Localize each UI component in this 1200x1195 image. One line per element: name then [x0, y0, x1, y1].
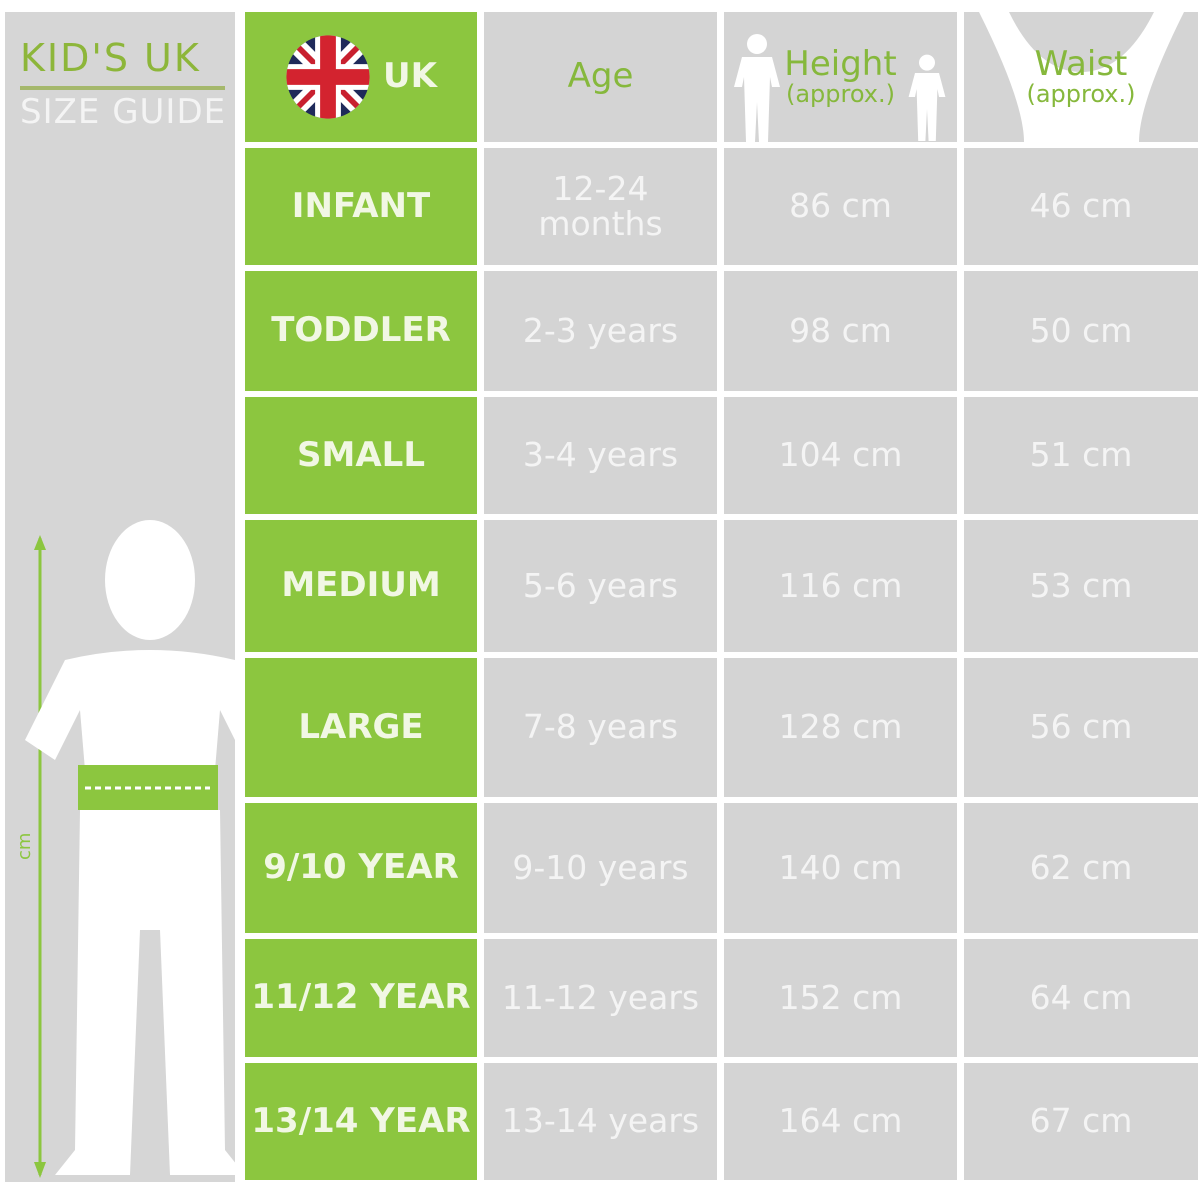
child-silhouette-icon: cm	[14, 520, 275, 1178]
row-age-cell: 9-10 years	[484, 803, 717, 933]
row-waist-cell: 51 cm	[964, 397, 1198, 514]
guide-subtitle: SIZE GUIDE	[20, 92, 227, 132]
uk-flag-icon	[286, 35, 370, 119]
header-height: Height (approx.)	[724, 12, 957, 142]
row-size-cell: MEDIUM	[245, 520, 477, 652]
row-waist-cell: 67 cm	[964, 1063, 1198, 1180]
header-height-sub: (approx.)	[785, 80, 896, 109]
header-uk-label: UK	[383, 56, 437, 97]
row-age-cell: 5-6 years	[484, 520, 717, 652]
row-height-cell: 86 cm	[724, 148, 957, 265]
title-divider	[20, 86, 225, 90]
row-waist-cell: 46 cm	[964, 148, 1198, 265]
row-age-cell: 2-3 years	[484, 271, 717, 391]
row-height-cell: 104 cm	[724, 397, 957, 514]
row-height-cell: 128 cm	[724, 658, 957, 797]
row-waist-cell: 62 cm	[964, 803, 1198, 933]
row-age-cell: 7-8 years	[484, 658, 717, 797]
header-age-label: Age	[567, 56, 634, 97]
row-age-cell: 13-14 years	[484, 1063, 717, 1180]
row-height-cell: 152 cm	[724, 939, 957, 1057]
row-height-cell: 140 cm	[724, 803, 957, 933]
header-waist: Waist (approx.)	[964, 12, 1198, 142]
svg-text:cm: cm	[14, 833, 35, 860]
row-height-cell: 116 cm	[724, 520, 957, 652]
row-waist-cell: 56 cm	[964, 658, 1198, 797]
row-height-cell: 164 cm	[724, 1063, 957, 1180]
row-waist-cell: 50 cm	[964, 271, 1198, 391]
row-age-cell: 11-12 years	[484, 939, 717, 1057]
size-table: UK Age Height (approx.) Waist (approx.) …	[245, 12, 1198, 1182]
row-size-cell: LARGE	[245, 658, 477, 797]
row-waist-cell: 64 cm	[964, 939, 1198, 1057]
header-waist-label: Waist	[1034, 43, 1128, 84]
header-age: Age	[484, 12, 717, 142]
guide-title: KID'S UK	[20, 36, 201, 80]
row-age-cell: 12-24 months	[484, 148, 717, 265]
waist-torso-icon	[979, 12, 1184, 142]
row-height-cell: 98 cm	[724, 271, 957, 391]
row-age-cell: 3-4 years	[484, 397, 717, 514]
header-height-label: Height	[784, 43, 897, 84]
header-uk: UK	[245, 12, 477, 142]
header-waist-sub: (approx.)	[1026, 80, 1136, 109]
row-size-cell: INFANT	[245, 148, 477, 265]
child-height-icon-small	[908, 54, 946, 141]
row-waist-cell: 53 cm	[964, 520, 1198, 652]
row-size-cell: TODDLER	[245, 271, 477, 391]
row-size-cell: 13/14 YEAR	[245, 1063, 477, 1180]
child-height-icon	[734, 34, 780, 142]
row-size-cell: 11/12 YEAR	[245, 939, 477, 1057]
row-size-cell: SMALL	[245, 397, 477, 514]
row-size-cell: 9/10 YEAR	[245, 803, 477, 933]
